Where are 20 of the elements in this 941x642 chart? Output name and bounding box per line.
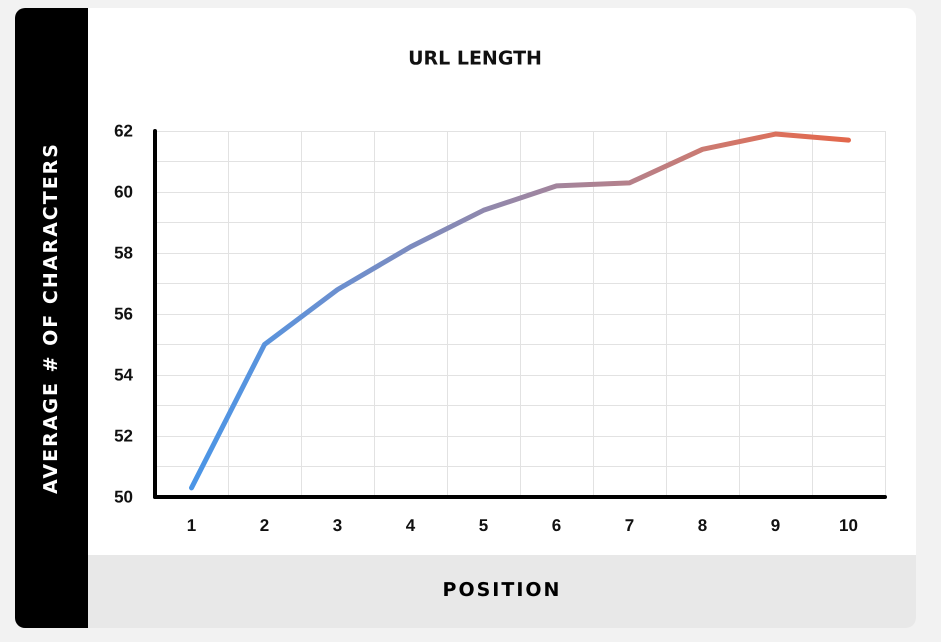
y-tick-label: 58 xyxy=(114,244,133,262)
x-tick-label: 5 xyxy=(478,516,488,535)
y-tick-label: 52 xyxy=(114,426,133,446)
y-axis-title: AVERAGE # OF CHARACTERS xyxy=(40,142,62,494)
x-tick-label: 3 xyxy=(332,516,342,535)
x-axis-title: POSITION xyxy=(442,579,562,601)
x-tick-label: 7 xyxy=(624,516,634,535)
chart-title: URL LENGTH xyxy=(408,48,542,70)
x-tick-label: 2 xyxy=(260,516,270,535)
x-tick-label: 1 xyxy=(186,516,196,535)
y-tick-label: 54 xyxy=(114,366,134,384)
y-tick-label: 50 xyxy=(114,488,133,506)
y-tick-label: 62 xyxy=(114,122,133,140)
x-tick-label: 8 xyxy=(698,516,708,535)
y-tick-label: 60 xyxy=(114,182,133,202)
x-tick-label: 4 xyxy=(406,516,416,535)
y-tick-label: 56 xyxy=(114,304,133,324)
x-tick-label: 10 xyxy=(839,516,858,535)
x-tick-label: 9 xyxy=(770,516,780,535)
x-tick-label: 6 xyxy=(552,516,562,535)
